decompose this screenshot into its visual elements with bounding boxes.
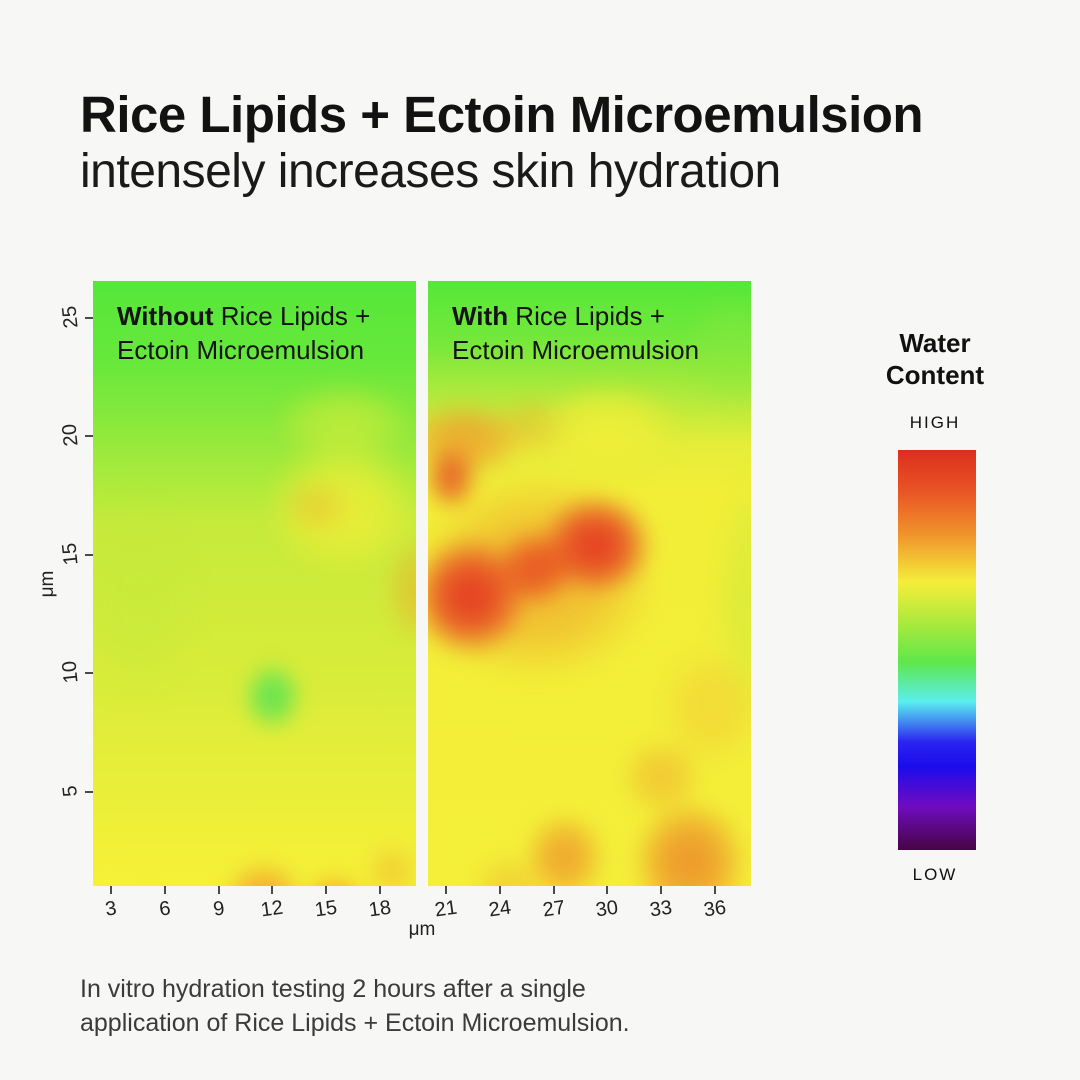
y-axis-tick	[85, 672, 93, 675]
panel-label-with-bold: With	[452, 301, 509, 331]
x-axis-tick	[163, 886, 166, 894]
x-axis-tick	[109, 886, 112, 894]
heatmap-blobs-without	[93, 281, 416, 886]
heatmap-hotspot	[241, 660, 303, 732]
panel-label-without-bold: Without	[117, 301, 214, 331]
panel-label-without-line2: Ectoin Microemulsion	[117, 335, 365, 365]
heatmap-blobs-with	[428, 281, 751, 886]
footnote-line2: application of Rice Lipids + Ectoin Micr…	[80, 1009, 630, 1037]
heatmap-hotspot	[679, 292, 751, 412]
heatmap-hotspot	[363, 840, 416, 886]
x-axis-tick	[217, 886, 220, 894]
colorbar-legend: Water Content HIGH LOW	[860, 325, 1010, 895]
heatmap-hotspot	[385, 534, 416, 644]
footnote-line1: In vitro hydration testing 2 hours after…	[80, 975, 586, 1003]
page-title: Rice Lipids + Ectoin Microemulsion	[80, 86, 924, 143]
heatmap-figure: μm 25 20 15 10 5 Without Rice Lipids + Ectoi…	[0, 281, 1080, 940]
y-axis-tick-label: 20	[58, 423, 83, 448]
panel-label-without: Without Rice Lipids + Ectoin Microemulsi…	[117, 299, 370, 367]
heatmap-hotspot	[93, 857, 151, 886]
heatmap-hotspot	[281, 477, 354, 535]
x-axis-tick	[552, 886, 555, 894]
y-axis-tick-label: 15	[58, 541, 83, 567]
panel-label-with-line2: Ectoin Microemulsion	[452, 335, 700, 365]
x-axis-tick-label: 6	[157, 897, 172, 921]
legend-high-label: HIGH	[909, 413, 961, 432]
x-axis-tick	[271, 886, 274, 894]
heatmap-hotspot	[472, 855, 545, 886]
x-axis-tick	[660, 886, 663, 894]
page-subtitle: intensely increases skin hydration	[80, 145, 781, 198]
x-axis-unit-label: μm	[408, 919, 436, 940]
y-axis-tick	[85, 316, 93, 319]
x-axis-tick	[444, 886, 447, 894]
x-axis-without: 3 6 9 12 15 18	[93, 886, 416, 942]
y-axis-tick-label: 5	[58, 784, 83, 798]
footnote: In vitro hydration testing 2 hours after…	[80, 972, 630, 1040]
x-axis-tick-label: 9	[211, 897, 226, 921]
heatmap-hotspot	[523, 812, 606, 886]
panel-label-with: With Rice Lipids + Ectoin Microemulsion	[452, 299, 699, 367]
legend-gradient-bar	[898, 450, 976, 850]
y-axis-tick-label: 25	[58, 304, 83, 329]
legend-title-line1: Water	[899, 328, 971, 358]
legend-low-label: LOW	[912, 865, 958, 884]
heatmap-panel-with: With Rice Lipids + Ectoin Microemulsion	[428, 281, 751, 886]
legend-title-line2: Content	[885, 360, 985, 390]
title-block: Rice Lipids + Ectoin Microemulsion inten…	[80, 86, 924, 200]
x-axis-tick	[498, 886, 501, 894]
x-axis-tick	[606, 886, 609, 894]
x-axis-with: 21 24 27 30 33 36	[428, 886, 751, 942]
heatmap-panel-without: Without Rice Lipids + Ectoin Microemulsi…	[93, 281, 416, 886]
heatmap-hotspot	[532, 380, 683, 476]
panel-label-without-rest: Rice Lipids +	[213, 301, 371, 331]
heatmap-hotspot	[494, 527, 577, 609]
heatmap-hotspot	[272, 380, 416, 467]
panel-label-with-rest: Rice Lipids +	[508, 301, 665, 331]
heatmap-hotspot	[301, 871, 370, 886]
y-axis-tick	[85, 553, 93, 556]
heatmap-hotspot	[222, 859, 305, 886]
y-axis: 25 20 15 10 5	[0, 281, 93, 886]
x-axis-tick	[714, 886, 717, 894]
heatmap-hotspot	[93, 494, 201, 709]
y-axis-tick	[85, 435, 93, 438]
x-axis-tick	[325, 886, 328, 894]
legend-title: Water Content	[860, 327, 1010, 391]
x-axis-tick	[379, 886, 382, 894]
y-axis-tick	[85, 791, 93, 794]
y-axis-tick-label: 10	[58, 660, 83, 685]
x-axis-tick-label: 3	[103, 897, 118, 921]
heatmap-hotspot	[620, 736, 703, 818]
